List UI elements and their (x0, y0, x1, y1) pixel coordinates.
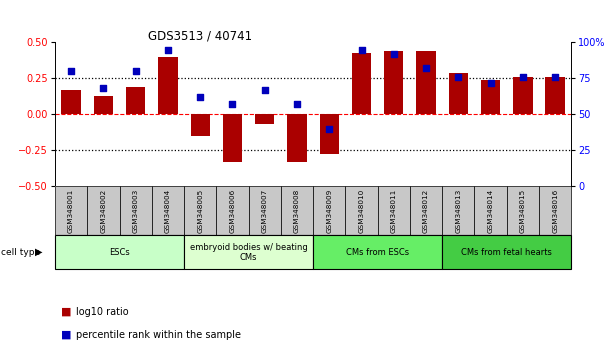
Bar (255, 114, 274, 124)
Point (66, 68, 76, 74)
Bar (442, 235, 571, 269)
Text: GSM348004: GSM348004 (165, 189, 171, 233)
Text: GSM348006: GSM348006 (230, 189, 235, 233)
Text: GSM348009: GSM348009 (326, 189, 332, 233)
Bar (152, 186, 184, 235)
Point (486, 80, 496, 86)
Bar (93, 96, 113, 114)
Text: CMs from ESCs: CMs from ESCs (346, 248, 409, 257)
Text: GSM348002: GSM348002 (100, 189, 106, 233)
Text: GSM348005: GSM348005 (197, 189, 203, 233)
Bar (378, 186, 410, 235)
Bar (384, 51, 403, 114)
Text: GSM348015: GSM348015 (520, 189, 526, 233)
Bar (62, 90, 81, 114)
Text: embryoid bodies w/ beating
CMs: embryoid bodies w/ beating CMs (190, 242, 307, 262)
Point (518, 74, 528, 80)
Bar (120, 186, 152, 235)
Text: ■: ■ (61, 330, 71, 339)
Point (196, 94, 205, 100)
Bar (345, 186, 378, 235)
Point (551, 74, 560, 80)
Text: GSM348001: GSM348001 (68, 189, 74, 233)
Bar (313, 235, 442, 269)
Bar (191, 114, 210, 136)
Point (292, 101, 302, 107)
Bar (281, 186, 313, 235)
Point (453, 74, 463, 80)
Bar (55, 235, 184, 269)
Bar (481, 80, 500, 114)
Bar (55, 186, 87, 235)
Point (260, 87, 269, 93)
Bar (87, 186, 120, 235)
Bar (126, 87, 145, 114)
Bar (546, 77, 565, 114)
Text: GSM348008: GSM348008 (294, 189, 300, 233)
Point (131, 68, 141, 74)
Bar (448, 73, 468, 114)
Bar (223, 114, 242, 162)
Bar (417, 51, 436, 114)
Point (163, 47, 173, 52)
Text: GSM348010: GSM348010 (359, 189, 365, 233)
Text: percentile rank within the sample: percentile rank within the sample (76, 330, 241, 339)
Bar (320, 114, 339, 154)
Text: log10 ratio: log10 ratio (76, 307, 129, 316)
Text: GSM348014: GSM348014 (488, 189, 494, 233)
Bar (313, 186, 345, 235)
Bar (287, 114, 307, 162)
Text: CMs from fetal hearts: CMs from fetal hearts (461, 248, 552, 257)
Bar (475, 186, 507, 235)
Text: GSM348011: GSM348011 (391, 189, 397, 233)
Bar (249, 186, 281, 235)
Text: cell type: cell type (1, 248, 40, 257)
Bar (410, 186, 442, 235)
Point (98, 86, 108, 91)
Bar (442, 186, 475, 235)
Bar (513, 77, 533, 114)
Point (227, 101, 237, 107)
Text: GSM348003: GSM348003 (133, 189, 139, 233)
Point (389, 51, 399, 57)
Bar (158, 57, 178, 114)
Bar (216, 186, 249, 235)
Bar (184, 186, 216, 235)
Point (421, 65, 431, 71)
Text: GSM348007: GSM348007 (262, 189, 268, 233)
Text: GSM348013: GSM348013 (455, 189, 461, 233)
Text: ▶: ▶ (35, 247, 43, 257)
Point (357, 47, 367, 52)
Point (324, 126, 334, 131)
Text: GDS3513 / 40741: GDS3513 / 40741 (148, 29, 252, 42)
Bar (184, 235, 313, 269)
Text: ■: ■ (61, 307, 71, 316)
Bar (352, 52, 371, 114)
Text: GSM348012: GSM348012 (423, 189, 429, 233)
Text: GSM348016: GSM348016 (552, 189, 558, 233)
Bar (539, 186, 571, 235)
Text: ESCs: ESCs (109, 248, 130, 257)
Bar (507, 186, 539, 235)
